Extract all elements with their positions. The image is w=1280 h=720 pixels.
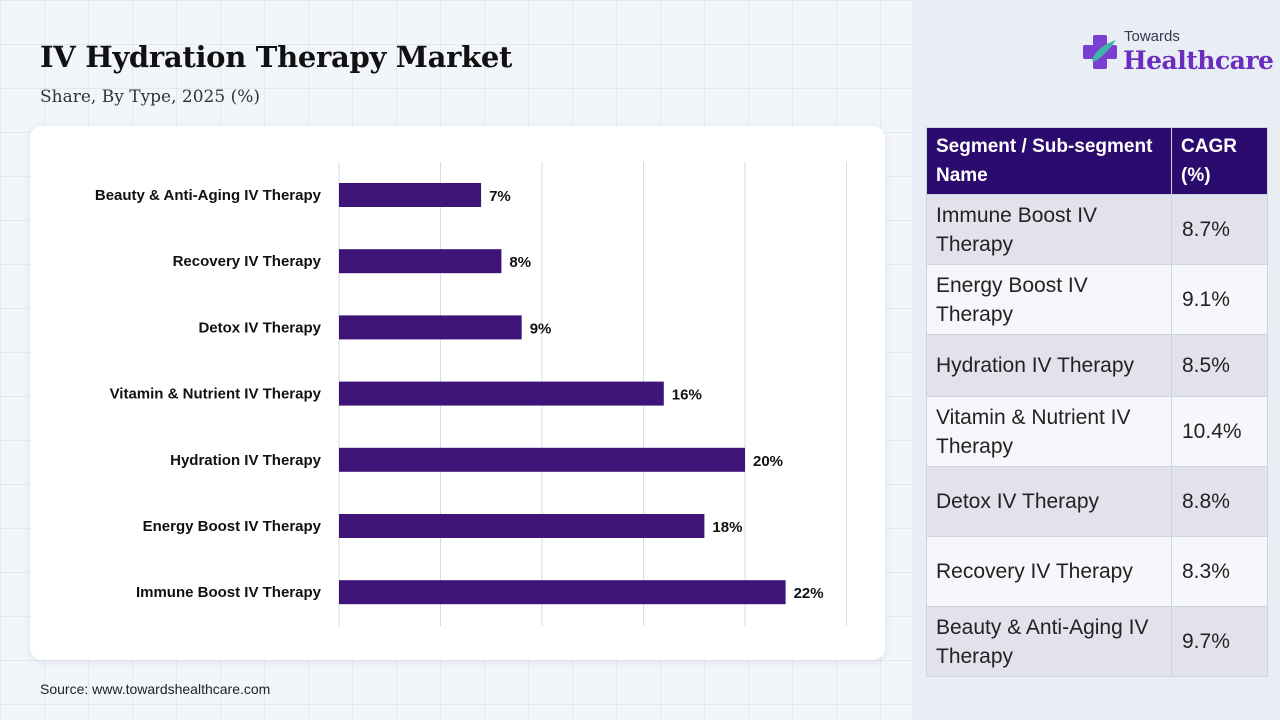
logo-text-top: Towards (1124, 28, 1180, 45)
segment-cell: Hydration IV Therapy (926, 334, 1172, 397)
category-label: Energy Boost IV Therapy (143, 518, 322, 535)
bar (339, 447, 745, 472)
cagr-cell: 9.1% (1171, 264, 1268, 335)
table-row: Energy Boost IV Therapy 9.1% (926, 264, 1268, 335)
bar-chart: Beauty & Anti-Aging IV Therapy 7% Recovery… (95, 162, 847, 626)
cagr-cell: 8.3% (1171, 536, 1268, 607)
chart-card: Beauty & Anti-Aging IV Therapy 7% Recovery… (30, 126, 885, 660)
segment-cell: Beauty & Anti-Aging IV Therapy (926, 606, 1172, 677)
cagr-cell: 8.5% (1171, 334, 1268, 397)
cagr-cell: 8.8% (1171, 466, 1268, 537)
bar (339, 580, 786, 605)
segment-cell: Immune Boost IV Therapy (926, 194, 1172, 265)
data-label: 8% (509, 254, 531, 271)
category-label: Detox IV Therapy (198, 319, 321, 336)
segment-cell: Vitamin & Nutrient IV Therapy (926, 396, 1172, 467)
category-label: Vitamin & Nutrient IV Therapy (110, 386, 322, 403)
cagr-table: Segment / Sub-segment Name CAGR (%) Immu… (926, 127, 1268, 677)
logo-cross-icon (1083, 35, 1117, 69)
table-row: Vitamin & Nutrient IV Therapy 10.4% (926, 396, 1268, 467)
data-label: 20% (753, 453, 783, 470)
brand-logo: Towards Healthcare (1080, 28, 1274, 78)
bar (339, 249, 502, 274)
cagr-cell: 10.4% (1171, 396, 1268, 467)
data-label: 18% (712, 519, 742, 536)
data-label: 22% (794, 585, 824, 602)
table-header-cagr: CAGR (%) (1171, 127, 1268, 195)
cagr-cell: 8.7% (1171, 194, 1268, 265)
table-row: Detox IV Therapy 8.8% (926, 466, 1268, 537)
data-label: 16% (672, 387, 702, 404)
page-subtitle: Share, By Type, 2025 (%) (40, 87, 261, 107)
category-label: Beauty & Anti-Aging IV Therapy (95, 187, 322, 204)
cagr-cell: 9.7% (1171, 606, 1268, 677)
table-row: Beauty & Anti-Aging IV Therapy 9.7% (926, 606, 1268, 677)
bar (339, 514, 705, 538)
category-label: Immune Boost IV Therapy (136, 584, 322, 601)
data-label: 7% (489, 188, 511, 205)
bar (339, 183, 482, 207)
segment-cell: Energy Boost IV Therapy (926, 264, 1172, 335)
segment-cell: Recovery IV Therapy (926, 536, 1172, 607)
table-row: Hydration IV Therapy 8.5% (926, 334, 1268, 397)
table-row: Immune Boost IV Therapy 8.7% (926, 194, 1268, 265)
table-header-row: Segment / Sub-segment Name CAGR (%) (926, 127, 1268, 195)
table-row: Recovery IV Therapy 8.3% (926, 536, 1268, 607)
data-label: 9% (530, 320, 552, 337)
page-title: IV Hydration Therapy Market (40, 40, 513, 74)
logo-text-main: Healthcare (1123, 46, 1274, 75)
table-header-segment: Segment / Sub-segment Name (926, 127, 1172, 195)
bar (339, 315, 522, 340)
bar (339, 381, 664, 406)
category-label: Recovery IV Therapy (173, 253, 322, 270)
segment-cell: Detox IV Therapy (926, 466, 1172, 537)
category-label: Hydration IV Therapy (170, 452, 322, 469)
source-note: Source: www.towardshealthcare.com (40, 681, 271, 697)
